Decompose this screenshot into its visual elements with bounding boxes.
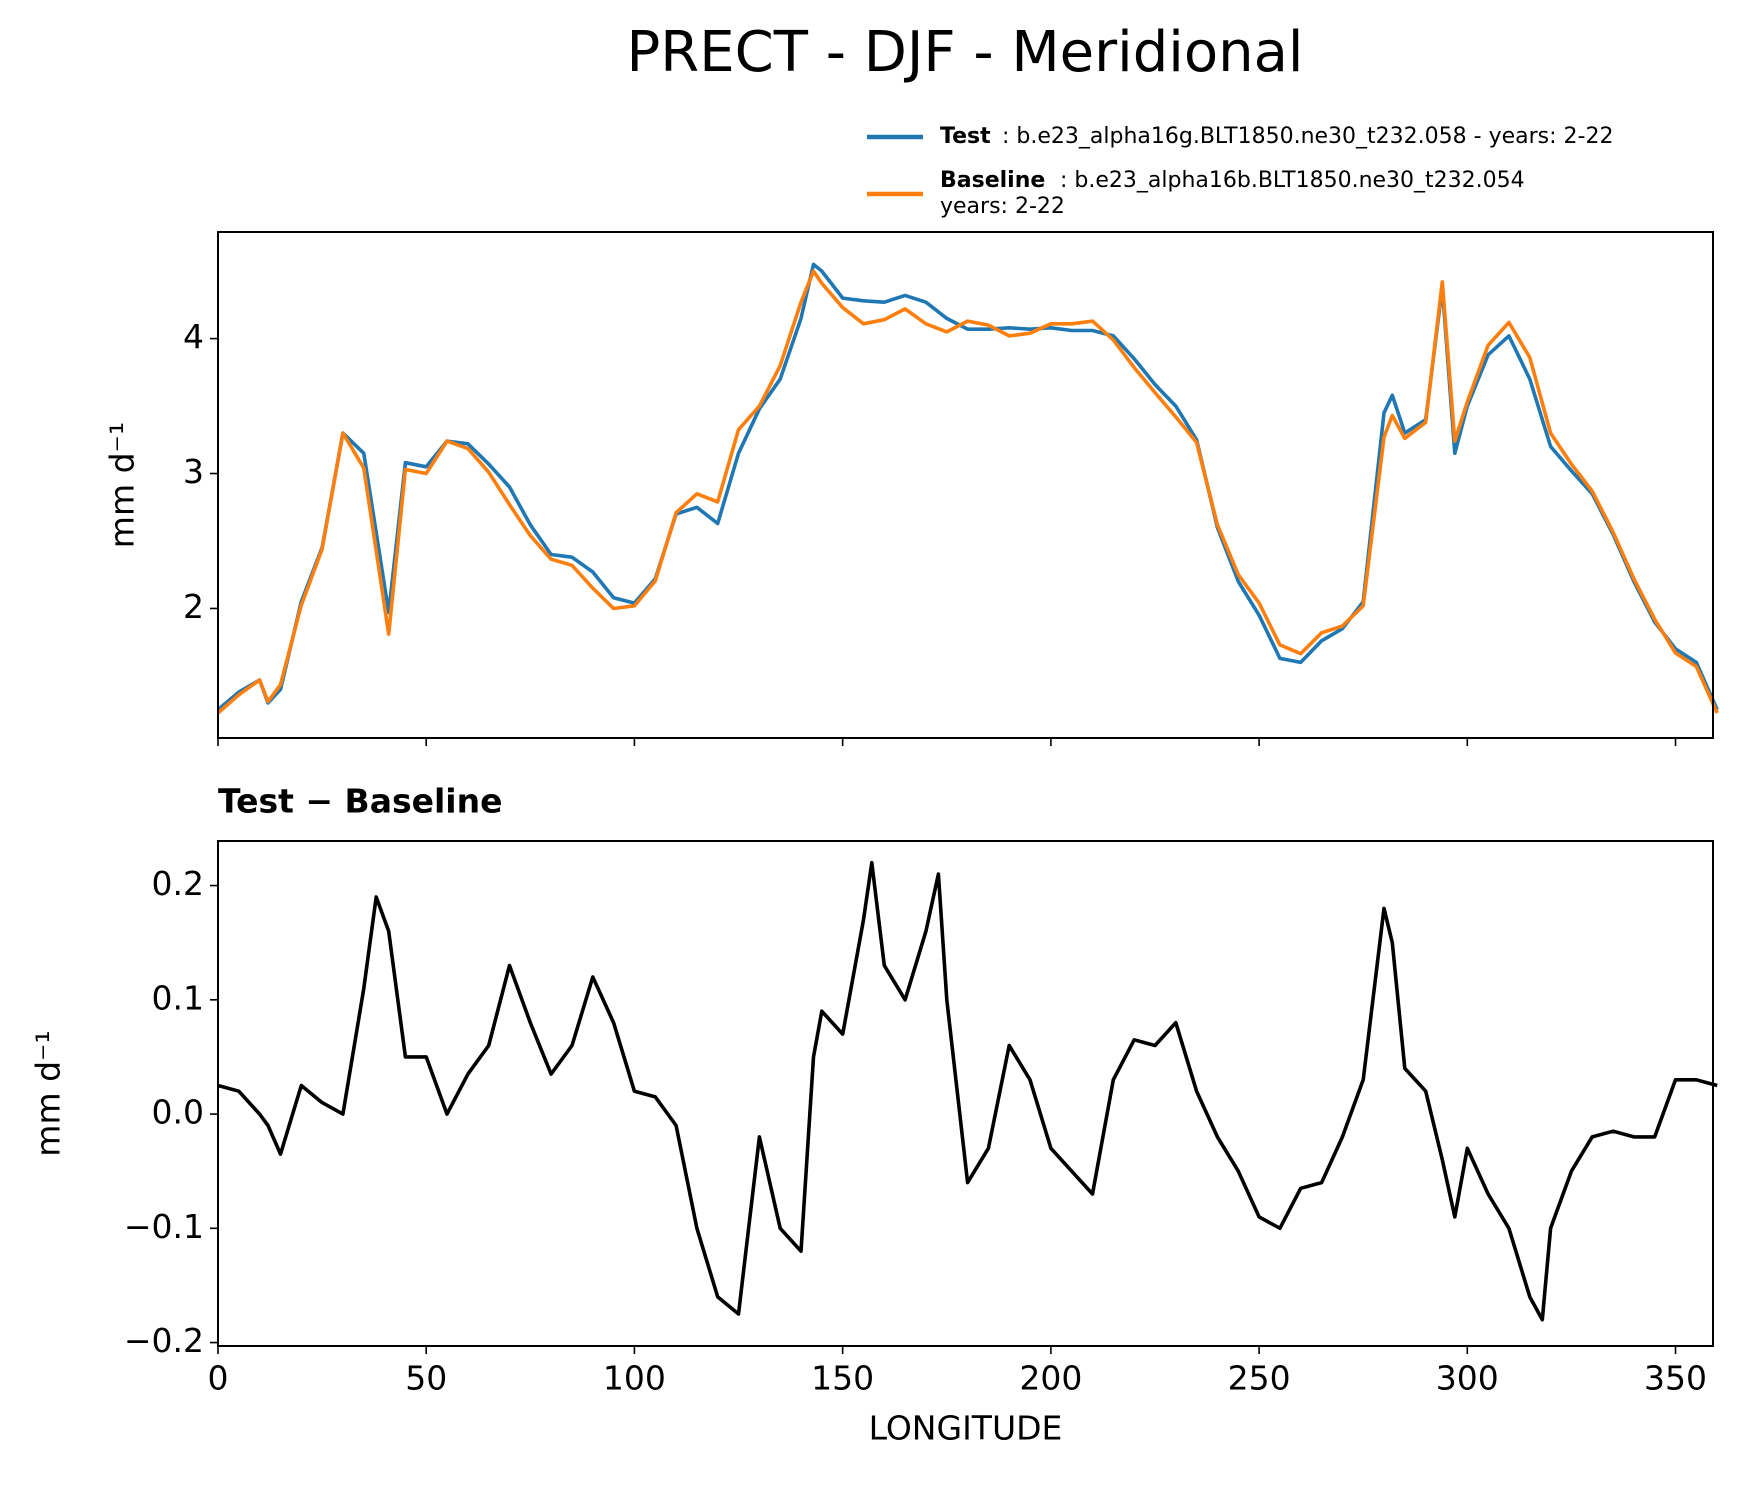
y-tick-label: 3: [183, 452, 204, 491]
x-tick-label: 300: [1436, 1359, 1499, 1398]
y-tick-label: 4: [183, 317, 204, 356]
x-tick-label: 350: [1644, 1359, 1707, 1398]
y-tick-label: 0.1: [152, 978, 204, 1017]
y-tick-label: 0.0: [152, 1093, 204, 1132]
plot-frame: [217, 231, 1714, 739]
figure-title: PRECT - DJF - Meridional: [627, 20, 1304, 85]
x-tick-label: 0: [208, 1359, 229, 1398]
legend-name: Test: [940, 124, 991, 149]
legend-text: : b.e23_alpha16b.BLT1850.ne30_t232.054: [1060, 168, 1525, 193]
legend-text: : b.e23_alpha16g.BLT1850.ne30_t232.058 -…: [1002, 124, 1613, 149]
y-tick-label: 2: [183, 587, 204, 626]
y-tick-label: 0.2: [152, 864, 204, 903]
y-tick-label: −0.1: [124, 1207, 204, 1246]
x-tick-label: 100: [603, 1359, 666, 1398]
y-axis-label: mm d⁻¹: [29, 1030, 68, 1156]
legend-text: years: 2-22: [940, 194, 1065, 219]
data-line: [216, 269, 1719, 715]
x-tick-label: 250: [1228, 1359, 1291, 1398]
y-axis-label: mm d⁻¹: [103, 422, 142, 548]
plot-frame: [217, 840, 1714, 1347]
x-axis-label: LONGITUDE: [869, 1409, 1063, 1448]
legend-name: Baseline: [940, 168, 1045, 193]
data-line: [217, 860, 1718, 1322]
data-line: [216, 262, 1719, 712]
y-tick-label: −0.2: [124, 1321, 204, 1360]
subplot-title: Test − Baseline: [218, 782, 503, 821]
x-tick-label: 50: [405, 1359, 447, 1398]
x-tick-label: 200: [1019, 1359, 1082, 1398]
x-tick-label: 150: [811, 1359, 874, 1398]
